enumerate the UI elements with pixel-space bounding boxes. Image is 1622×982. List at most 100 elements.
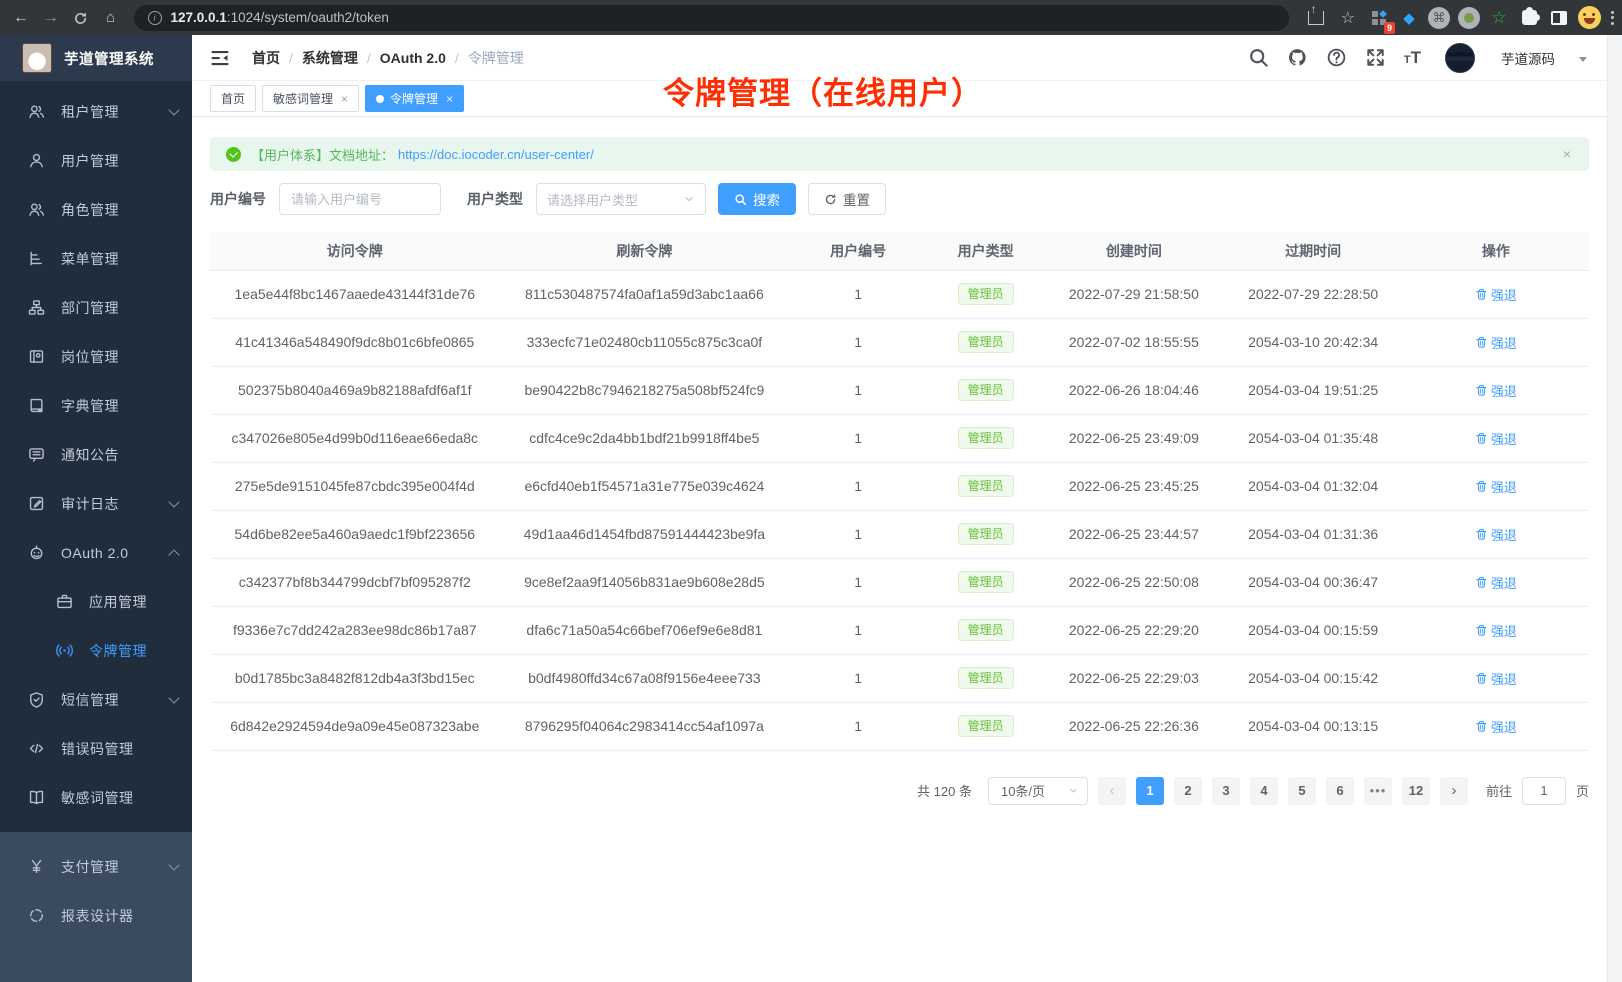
collapse-sidebar-icon[interactable]	[210, 48, 230, 68]
page-size-select[interactable]: 10条/页	[987, 776, 1088, 805]
sidebar-item-敏感词管理[interactable]: 敏感词管理	[0, 773, 192, 822]
github-icon[interactable]	[1287, 47, 1308, 68]
breadcrumb-system[interactable]: 系统管理	[301, 49, 358, 66]
refresh-token-cell: b0df4980ffd34c67a08f9156e4eee733	[499, 654, 790, 703]
page-5[interactable]: 5	[1287, 776, 1316, 805]
back-icon[interactable]: ←	[12, 8, 29, 26]
trash-icon	[1476, 480, 1487, 492]
extension-command-icon[interactable]: ⌘	[1427, 6, 1451, 30]
table-row: 54d6be82ee5a460a9aedc1f9bf223656 49d1aa46…	[210, 510, 1589, 559]
profile-emoji-avatar[interactable]	[1577, 6, 1601, 30]
sidebar-item-字典管理[interactable]: 字典管理	[0, 381, 192, 430]
extension-gem-icon[interactable]: ◆	[1403, 9, 1415, 27]
reset-button[interactable]: 重置	[808, 183, 886, 215]
extension-record-icon[interactable]	[1457, 6, 1481, 30]
expire-time-cell: 2054-03-04 00:15:59	[1223, 606, 1403, 655]
page-1[interactable]: 1	[1135, 776, 1164, 805]
user-id-input[interactable]	[279, 183, 441, 215]
chevron-down-icon	[168, 858, 180, 871]
page-4[interactable]: 4	[1249, 776, 1278, 805]
force-logout-button[interactable]: 强退	[1475, 573, 1517, 592]
forward-icon[interactable]: →	[42, 8, 59, 26]
trash-icon	[1476, 720, 1487, 732]
extension-badge: 9	[1384, 21, 1396, 34]
page-3[interactable]: 3	[1211, 776, 1240, 805]
page-6[interactable]: 6	[1325, 776, 1354, 805]
sidebar-item-支付管理[interactable]: 支付管理	[0, 842, 192, 891]
page-ellipsis[interactable]: •••	[1363, 776, 1392, 805]
user-avatar[interactable]	[1445, 42, 1475, 73]
menu-tree-icon	[30, 251, 42, 266]
alert-close-icon[interactable]: ×	[1562, 146, 1571, 162]
refresh-token-cell: cdfc4ce9c2da4bb1bdf21b9918ff4be5	[499, 414, 790, 463]
force-logout-button[interactable]: 强退	[1475, 717, 1517, 736]
force-logout-button[interactable]: 强退	[1475, 381, 1517, 400]
search-icon[interactable]	[1248, 47, 1269, 68]
sidebar-item-部门管理[interactable]: 部门管理	[0, 283, 192, 332]
force-logout-button[interactable]: 强退	[1475, 429, 1517, 448]
browser-menu-icon[interactable]	[1611, 10, 1615, 25]
sidebar-item-应用管理[interactable]: 应用管理	[0, 577, 192, 626]
site-info-icon[interactable]: i	[147, 10, 162, 25]
breadcrumb-oauth[interactable]: OAuth 2.0	[379, 49, 446, 66]
force-logout-button[interactable]: 强退	[1475, 477, 1517, 496]
goto-page-input[interactable]	[1521, 776, 1566, 805]
sidebar-item-短信管理[interactable]: 短信管理	[0, 675, 192, 724]
force-logout-button[interactable]: 强退	[1475, 285, 1517, 304]
sidebar-item-错误码管理[interactable]: 错误码管理	[0, 724, 192, 773]
sidebar-item-报表设计器[interactable]: 报表设计器	[0, 891, 192, 940]
sidebar-item-角色管理[interactable]: 角色管理	[0, 185, 192, 234]
user-name[interactable]: 芋道源码	[1501, 51, 1555, 67]
force-logout-button[interactable]: 强退	[1475, 333, 1517, 352]
breadcrumb-home[interactable]: 首页	[252, 49, 280, 66]
sidebar-toggle-icon[interactable]	[1547, 6, 1571, 30]
extension-grid-icon[interactable]: 9	[1367, 6, 1396, 34]
expire-time-cell: 2054-03-04 00:13:15	[1223, 702, 1403, 751]
logo-row[interactable]: 芋道管理系统	[0, 35, 192, 81]
tab-token-management[interactable]: 令牌管理 ×	[365, 85, 465, 112]
user-type-tag: 管理员	[957, 618, 1014, 642]
sidebar-item-通知公告[interactable]: 通知公告	[0, 430, 192, 479]
sidebar-item-用户管理[interactable]: 用户管理	[0, 136, 192, 185]
fullscreen-icon[interactable]	[1365, 47, 1386, 68]
sidebar-item-审计日志[interactable]: 审计日志	[0, 479, 192, 528]
sidebar-item-岗位管理[interactable]: 岗位管理	[0, 332, 192, 381]
bookmark-star-icon[interactable]: ☆	[1340, 9, 1356, 27]
user-type-select[interactable]: 请选择用户类型	[536, 183, 706, 215]
extension-star-icon[interactable]: ☆	[1491, 7, 1507, 27]
scrollbar[interactable]	[1607, 35, 1622, 982]
sidebar-item-菜单管理[interactable]: 菜单管理	[0, 234, 192, 283]
address-bar[interactable]: i 127.0.0.1:1024/system/oauth2/token	[133, 4, 1289, 31]
tab-home[interactable]: 首页	[210, 85, 257, 112]
trash-icon	[1476, 576, 1487, 588]
extension-puzzle-icon[interactable]	[1517, 6, 1541, 30]
share-icon[interactable]	[1307, 2, 1324, 25]
chevron-up-icon	[168, 549, 180, 561]
close-icon[interactable]: ×	[446, 91, 454, 106]
sidebar-item-OAuth 2.0[interactable]: OAuth 2.0	[0, 528, 192, 577]
tab-sensitive-words[interactable]: 敏感词管理 ×	[262, 85, 360, 112]
user-type-tag: 管理员	[957, 282, 1014, 306]
errcode-icon	[29, 743, 44, 754]
refresh-icon	[825, 193, 836, 204]
alert-doc-link[interactable]: https://doc.iocoder.cn/user-center/	[398, 146, 594, 162]
force-logout-button[interactable]: 强退	[1475, 621, 1517, 640]
force-logout-button[interactable]: 强退	[1475, 525, 1517, 544]
prev-page-button[interactable]: ‹	[1097, 776, 1126, 805]
force-logout-button[interactable]: 强退	[1475, 669, 1517, 688]
alert-text: 【用户体系】文档地址：	[251, 147, 395, 163]
sidebar-item-租户管理[interactable]: 租户管理	[0, 87, 192, 136]
next-page-button[interactable]: ›	[1439, 776, 1468, 805]
reload-icon[interactable]	[66, 9, 96, 26]
search-button[interactable]: 搜索	[718, 183, 796, 215]
help-icon[interactable]	[1326, 47, 1347, 68]
close-icon[interactable]: ×	[341, 91, 349, 106]
chevron-down-icon[interactable]	[1579, 57, 1587, 62]
sidebar-item-令牌管理[interactable]: 令牌管理	[0, 626, 192, 675]
page-12[interactable]: 12	[1401, 776, 1430, 805]
page-2[interactable]: 2	[1173, 776, 1202, 805]
user-type-tag: 管理员	[957, 330, 1014, 354]
home-icon[interactable]: ⌂	[106, 9, 116, 26]
